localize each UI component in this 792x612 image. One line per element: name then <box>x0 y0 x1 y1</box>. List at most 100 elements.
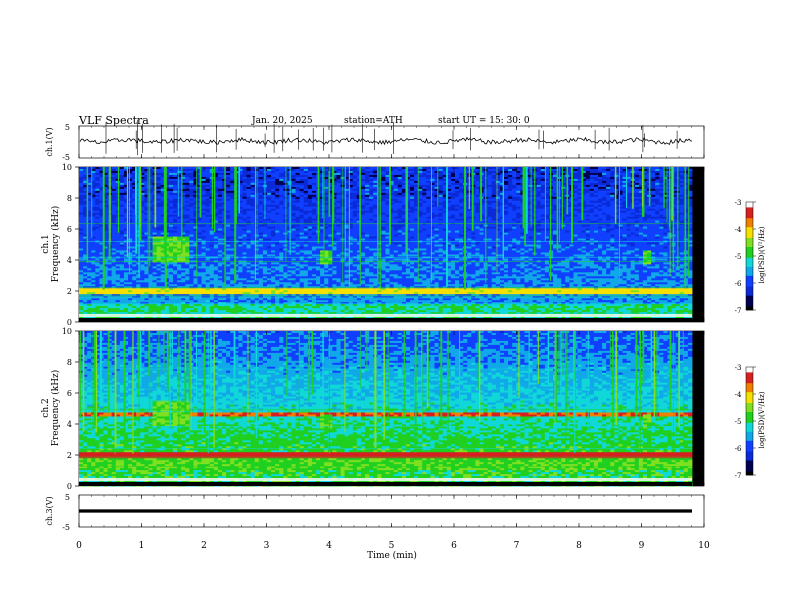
spectrogram-cell <box>209 270 215 273</box>
spectrogram-cell <box>136 282 141 285</box>
spectrogram-cell <box>201 288 207 291</box>
spectrogram-cell <box>217 198 223 202</box>
spectrogram-cell <box>107 280 113 283</box>
spectrogram-cell <box>230 278 235 281</box>
spectrogram-cell <box>205 308 211 311</box>
spectrogram-cell <box>128 244 133 247</box>
spectrogram-cell <box>91 294 96 297</box>
spectrogram-cell <box>164 294 170 297</box>
spectrogram-cell <box>91 238 96 241</box>
spectrogram-cell <box>209 252 215 255</box>
spectrogram-cell <box>205 206 211 210</box>
spectrogram-cell <box>217 170 223 174</box>
spectrogram-cell <box>213 182 219 186</box>
spectrogram-cell <box>140 242 145 245</box>
spectrogram-cell <box>217 186 223 190</box>
spectrogram-cell <box>189 172 194 176</box>
spectrogram-cell <box>168 278 174 281</box>
spectrogram-cell <box>103 282 109 285</box>
spectrogram-cell <box>123 202 129 206</box>
spectrogram-cell <box>160 182 166 186</box>
spectrogram-cell <box>103 306 109 309</box>
spectrogram-cell <box>136 308 141 311</box>
spectrogram-cell <box>222 228 227 231</box>
spectrogram-cell <box>79 242 84 245</box>
start-time-label: start UT = 15: 30: 0 <box>438 116 530 126</box>
spectrogram-cell <box>246 198 252 202</box>
spectrogram-cell <box>132 242 137 245</box>
spectrogram-cell <box>209 230 215 233</box>
spectrogram-cell <box>99 248 104 251</box>
spectrogram-cell <box>140 176 145 180</box>
spectrogram-cell <box>181 272 186 275</box>
spectrogram-cell <box>95 292 100 295</box>
spectrogram-cell <box>201 218 207 222</box>
spectrogram-cell <box>230 184 235 188</box>
spectrogram-cell <box>246 276 252 279</box>
spectrogram-cell <box>123 226 129 230</box>
spectrogram-cell <box>172 274 178 277</box>
spectrogram-cell <box>152 266 158 269</box>
spectrogram-cell <box>132 228 137 231</box>
spectrogram-cell <box>156 224 162 228</box>
spectrogram-cell <box>103 218 109 222</box>
spectrogram-cell <box>111 172 117 176</box>
spectrogram-cell <box>87 258 92 261</box>
spectrogram-cell <box>230 232 235 235</box>
spectrogram-cell <box>123 212 129 216</box>
spectrogram-cell <box>148 194 153 198</box>
spectrogram-cell <box>230 310 235 313</box>
spectrogram-cell <box>226 188 231 192</box>
spectrogram-cell <box>111 188 117 192</box>
spectrogram-cell <box>181 192 186 196</box>
spectrogram-cell <box>213 288 219 291</box>
spectrogram-cell <box>164 284 170 287</box>
spectrogram-cell <box>111 200 117 204</box>
spectrogram-cell <box>213 228 219 231</box>
spectrogram-cell <box>128 292 133 295</box>
spectrogram-cell <box>103 170 109 174</box>
spectrogram-cell <box>213 306 219 309</box>
spectrogram-cell <box>181 252 186 255</box>
spectrogram-cell <box>79 250 84 253</box>
spectrogram-cell <box>193 282 198 285</box>
spectrogram-cell <box>103 212 109 216</box>
spectrogram-cell <box>107 302 113 305</box>
spectrogram-cell <box>152 298 158 301</box>
spectrogram-cell <box>99 167 104 170</box>
spectrogram-cell <box>111 216 117 220</box>
spectrogram-cell <box>103 294 109 297</box>
spectrogram-cell <box>91 290 96 293</box>
spectrogram-cell <box>83 288 88 291</box>
spectrogram-cell <box>197 238 202 241</box>
spectrogram-cell <box>217 214 223 218</box>
spectrogram-cell <box>193 296 198 299</box>
spectrogram-cell <box>181 174 186 178</box>
spectrogram-cell <box>119 258 125 261</box>
spectrogram-cell <box>172 256 178 259</box>
spectrogram-cell <box>132 274 137 277</box>
spectrogram-cell <box>91 250 96 253</box>
spectrogram-cell <box>209 296 215 299</box>
spectrogram-cell <box>201 180 207 184</box>
spectrogram-cell <box>222 264 227 267</box>
spectrogram-cell <box>168 304 174 307</box>
spectrogram-cell <box>119 216 125 220</box>
spectrogram-cell <box>99 304 104 307</box>
spectrogram-cell <box>201 202 207 206</box>
spectrogram-cell <box>140 288 145 291</box>
spectrogram-cell <box>205 298 211 301</box>
spectrogram-cell <box>103 174 109 178</box>
spectrogram-cell <box>234 276 239 279</box>
spectrogram-cell <box>115 294 121 297</box>
spectrogram-cell <box>99 182 104 186</box>
spectrogram-cell <box>234 258 239 261</box>
spectrogram-cell <box>83 230 88 233</box>
spectrogram-cell <box>177 194 182 198</box>
spectrogram-cell <box>242 252 247 255</box>
spectrogram-cell <box>164 308 170 311</box>
spectrogram-cell <box>172 238 178 241</box>
spectrogram-cell <box>91 184 96 188</box>
spectrogram-cell <box>205 188 211 192</box>
spectrogram-cell <box>213 268 219 271</box>
